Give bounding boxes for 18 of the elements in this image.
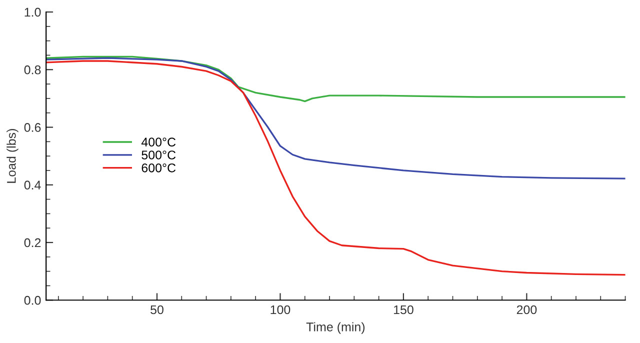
y-axis-title: Load (lbs) (6, 129, 18, 183)
x-tick-label: 200 (516, 305, 537, 314)
line-series (46, 56, 626, 102)
x-tick-label: 50 (150, 305, 164, 314)
legend-label: 500°C (142, 150, 176, 160)
x-tick-label: 100 (270, 305, 290, 314)
y-tick-label: 1.0 (24, 8, 41, 17)
y-tick-label: 0.8 (24, 65, 41, 74)
y-tick-label: 0.4 (24, 180, 41, 190)
line-series (46, 60, 626, 276)
y-tick-label: 0.2 (24, 238, 41, 248)
x-axis-title: Time (min) (306, 322, 365, 334)
x-tick-label: 150 (394, 305, 414, 314)
legend-label: 400°C (141, 138, 176, 147)
y-tick-label: 0.6 (24, 123, 41, 132)
legend-label: 600°C (142, 163, 176, 172)
y-tick-label: 0.0 (24, 296, 41, 305)
line-series (46, 57, 626, 180)
